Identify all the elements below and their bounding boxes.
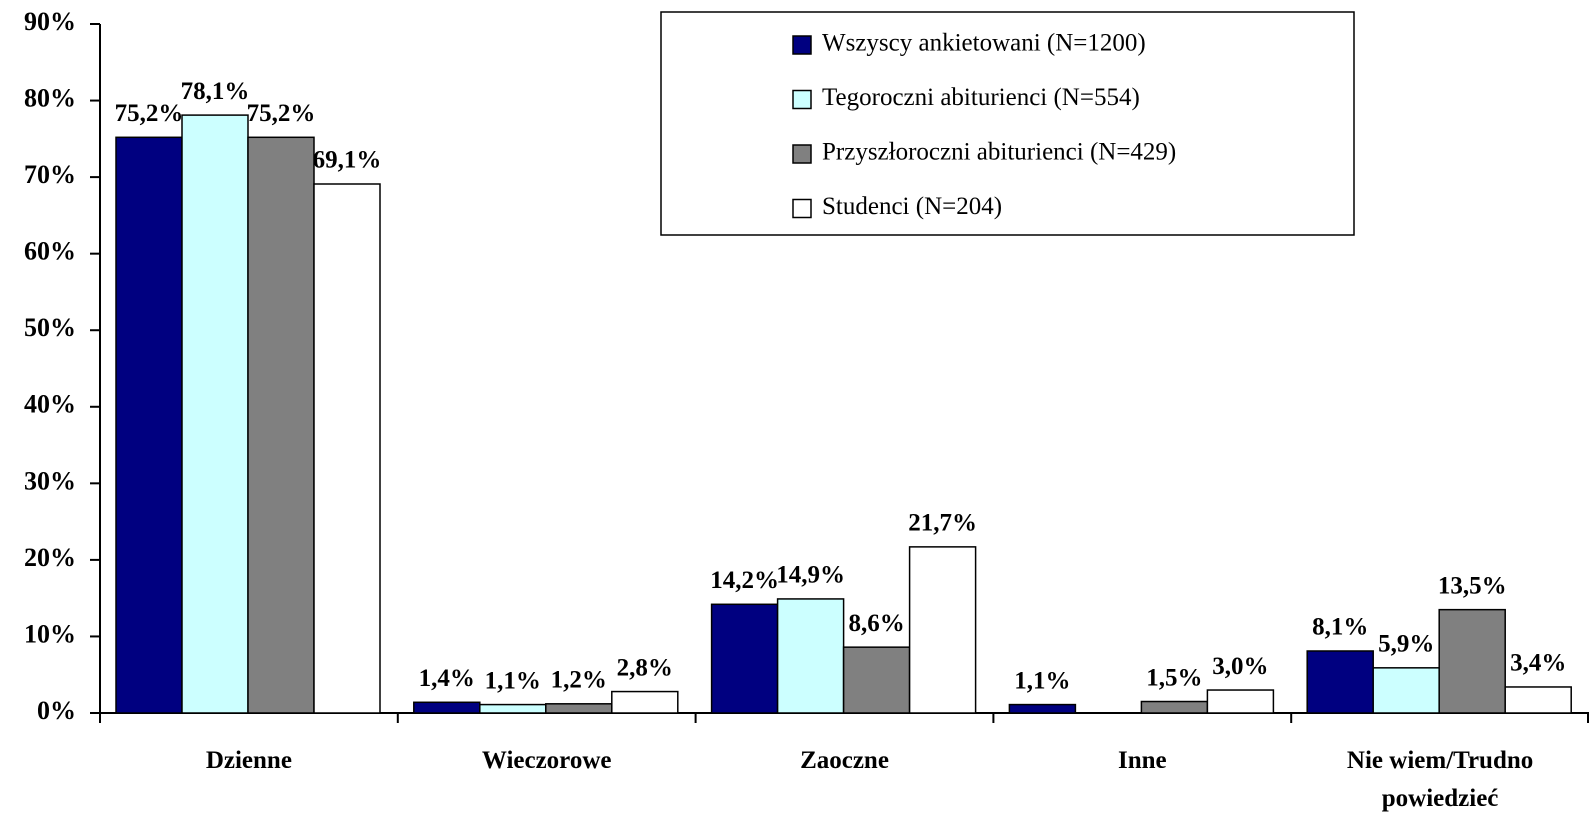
- value-label: 1,1%: [1014, 667, 1070, 694]
- bar: [413, 701, 481, 714]
- legend-swatch: [792, 89, 812, 110]
- y-tick-label: 50%: [24, 313, 76, 342]
- value-label: 8,6%: [848, 610, 904, 637]
- legend-label: Studenci (N=204): [822, 193, 1002, 220]
- legend-swatch: [792, 144, 812, 164]
- bar: [313, 183, 381, 714]
- bar: [1372, 667, 1440, 714]
- bar: [611, 690, 679, 714]
- legend-label: Wszyscy ankietowani (N=1200): [822, 30, 1146, 57]
- value-label: 8,1%: [1312, 614, 1368, 641]
- x-tick-label: Dzienne: [205, 747, 292, 774]
- x-tick-label: Inne: [1117, 747, 1167, 774]
- value-label: 78,1%: [181, 78, 250, 105]
- value-label: 69,1%: [313, 147, 382, 174]
- value-label: 1,2%: [551, 667, 607, 694]
- x-tick-label: Wieczorowe: [481, 747, 612, 774]
- value-label: 13,5%: [1438, 572, 1507, 599]
- legend-label: Przyszłoroczni abiturienci (N=429): [822, 139, 1176, 166]
- y-tick-label: 60%: [24, 237, 76, 266]
- y-tick-label: 70%: [24, 160, 76, 189]
- bar: [247, 136, 315, 714]
- value-label: 75,2%: [115, 100, 184, 127]
- value-label: 1,1%: [485, 667, 541, 694]
- bar: [710, 603, 779, 714]
- bar: [1438, 608, 1506, 714]
- bar: [1306, 650, 1374, 714]
- legend-box: [660, 11, 1355, 236]
- bar: [1206, 689, 1275, 714]
- value-label: 1,5%: [1146, 664, 1202, 691]
- value-label: 21,7%: [908, 510, 977, 537]
- bar: [1140, 700, 1209, 714]
- bar: [1504, 686, 1572, 714]
- y-tick-label: 10%: [24, 619, 76, 648]
- bar: [545, 703, 613, 714]
- bar: [842, 646, 911, 714]
- x-tick-label: Nie wiem/Trudno powiedzieć: [1346, 747, 1534, 812]
- y-tick-label: 40%: [24, 390, 76, 419]
- bar: [1008, 703, 1077, 714]
- legend-swatch: [792, 35, 812, 55]
- x-tick-label: Zaoczne: [800, 747, 889, 774]
- value-label: 3,4%: [1510, 650, 1566, 677]
- y-tick-label: 80%: [24, 84, 76, 113]
- y-tick-label: 20%: [24, 543, 76, 572]
- legend-swatch: [792, 198, 812, 219]
- value-label: 14,9%: [776, 562, 845, 589]
- bar: [181, 114, 249, 714]
- bar: [115, 136, 183, 714]
- value-label: 1,4%: [419, 665, 475, 692]
- value-label: 2,8%: [617, 654, 673, 681]
- legend-label: Tegoroczni abiturienci (N=554): [822, 84, 1140, 111]
- value-label: 14,2%: [710, 567, 779, 594]
- bar: [908, 546, 977, 714]
- value-label: 5,9%: [1378, 631, 1434, 658]
- value-label: 75,2%: [247, 100, 316, 127]
- y-tick-label: 0%: [37, 696, 76, 725]
- y-tick-label: 90%: [24, 7, 76, 36]
- y-tick-label: 30%: [24, 466, 76, 495]
- value-label: 3,0%: [1212, 653, 1268, 680]
- bar: [776, 598, 845, 714]
- bar: [479, 703, 547, 714]
